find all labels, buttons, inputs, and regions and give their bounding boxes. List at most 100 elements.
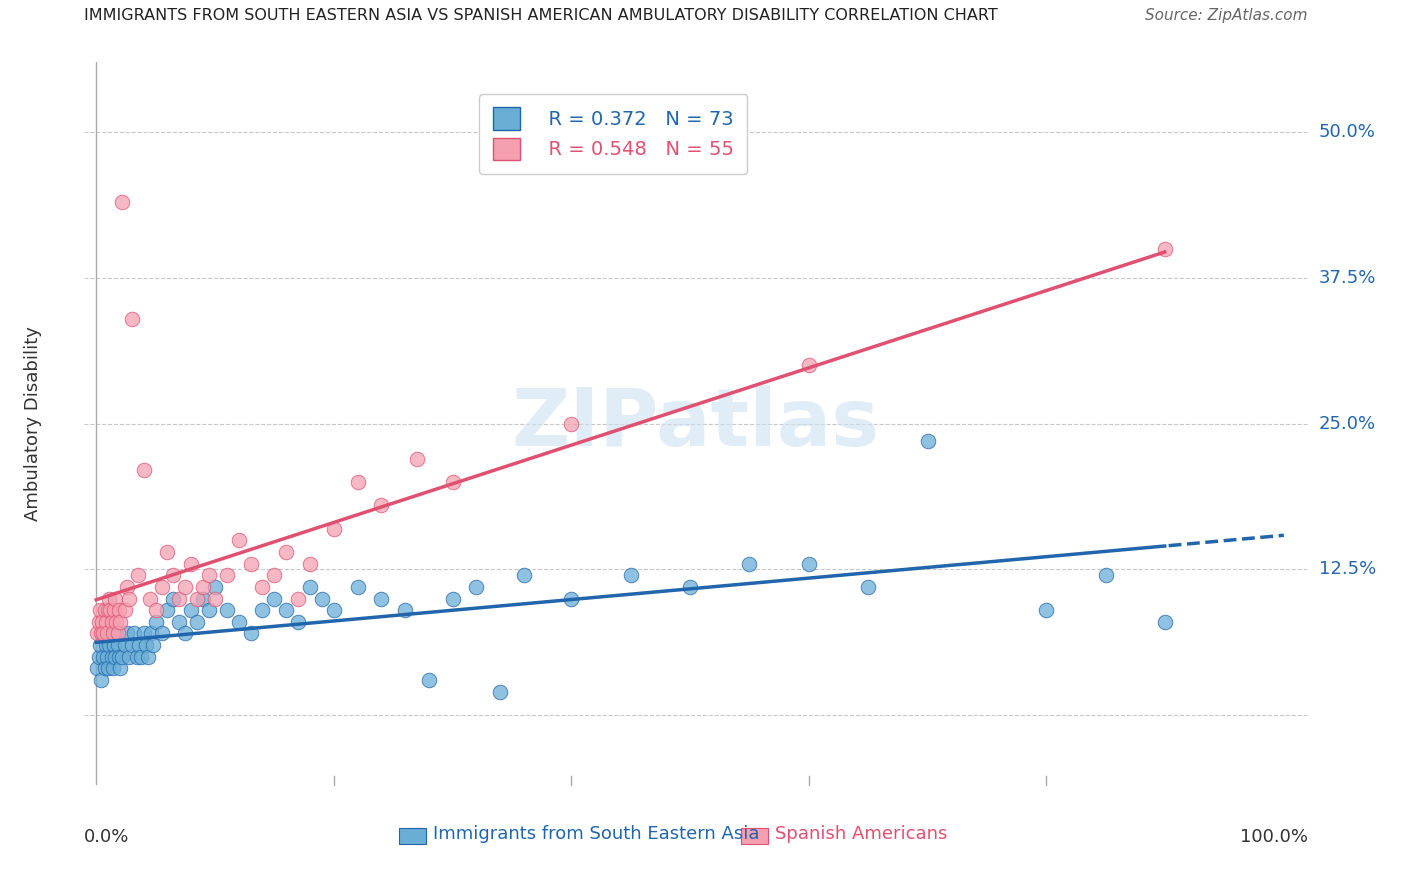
Point bbox=[263, 568, 285, 582]
Text: IMMIGRANTS FROM SOUTH EASTERN ASIA VS SPANISH AMERICAN AMBULATORY DISABILITY COR: IMMIGRANTS FROM SOUTH EASTERN ASIA VS SP… bbox=[84, 8, 998, 22]
Legend:   R = 0.372   N = 73,   R = 0.548   N = 55: R = 0.372 N = 73, R = 0.548 N = 55 bbox=[479, 94, 748, 174]
Point bbox=[1154, 242, 1177, 256]
Point bbox=[105, 626, 128, 640]
Text: 37.5%: 37.5% bbox=[1319, 269, 1376, 287]
Text: 0.0%: 0.0% bbox=[84, 829, 129, 847]
Point bbox=[90, 626, 112, 640]
Point bbox=[127, 568, 149, 582]
Point bbox=[121, 638, 143, 652]
Point bbox=[145, 603, 167, 617]
Point bbox=[103, 603, 125, 617]
Point bbox=[108, 661, 131, 675]
Point bbox=[191, 580, 214, 594]
Text: 12.5%: 12.5% bbox=[1319, 560, 1376, 578]
Point bbox=[114, 638, 136, 652]
Point bbox=[560, 591, 582, 606]
Point bbox=[131, 649, 153, 664]
Point bbox=[107, 649, 129, 664]
Point bbox=[198, 568, 221, 582]
Point bbox=[252, 580, 274, 594]
Point bbox=[215, 568, 238, 582]
Point bbox=[89, 603, 111, 617]
Point bbox=[560, 417, 582, 431]
Point bbox=[98, 638, 121, 652]
Point bbox=[94, 638, 117, 652]
Point bbox=[139, 626, 162, 640]
Text: Spanish Americans: Spanish Americans bbox=[776, 825, 948, 843]
Point bbox=[162, 591, 184, 606]
Point bbox=[145, 615, 167, 629]
Point bbox=[620, 568, 643, 582]
Point bbox=[97, 603, 120, 617]
Point bbox=[89, 638, 111, 652]
Point bbox=[101, 661, 124, 675]
Point bbox=[132, 626, 155, 640]
Point bbox=[91, 615, 114, 629]
Point bbox=[180, 557, 202, 571]
Point bbox=[118, 649, 141, 664]
Point bbox=[100, 649, 122, 664]
Point bbox=[156, 603, 179, 617]
Point bbox=[228, 615, 250, 629]
Text: 50.0%: 50.0% bbox=[1319, 123, 1375, 141]
Point bbox=[917, 434, 939, 449]
Point bbox=[98, 591, 121, 606]
Point bbox=[87, 649, 110, 664]
Point bbox=[87, 615, 110, 629]
Point bbox=[107, 638, 129, 652]
Point bbox=[132, 463, 155, 477]
Point bbox=[104, 649, 127, 664]
Point bbox=[111, 195, 134, 210]
Point bbox=[276, 603, 298, 617]
Point bbox=[174, 580, 197, 594]
Point bbox=[93, 603, 115, 617]
Point bbox=[298, 557, 321, 571]
Point bbox=[252, 603, 274, 617]
Point bbox=[1035, 603, 1057, 617]
Point bbox=[406, 451, 429, 466]
Point bbox=[738, 557, 761, 571]
Point bbox=[180, 603, 202, 617]
Point bbox=[298, 580, 321, 594]
Point bbox=[287, 615, 309, 629]
Point bbox=[370, 591, 392, 606]
Point bbox=[93, 649, 115, 664]
Point bbox=[1094, 568, 1116, 582]
Point bbox=[97, 661, 120, 675]
Point bbox=[198, 603, 221, 617]
Point bbox=[186, 591, 208, 606]
Point bbox=[513, 568, 536, 582]
Point bbox=[169, 591, 191, 606]
Point bbox=[90, 673, 112, 687]
Point bbox=[418, 673, 440, 687]
Point bbox=[93, 661, 115, 675]
Point bbox=[111, 649, 134, 664]
Point bbox=[121, 311, 143, 326]
Point bbox=[156, 545, 179, 559]
Point bbox=[115, 580, 138, 594]
Point bbox=[100, 615, 122, 629]
Text: Immigrants from South Eastern Asia: Immigrants from South Eastern Asia bbox=[433, 825, 759, 843]
Point bbox=[311, 591, 333, 606]
Point bbox=[100, 603, 122, 617]
Point bbox=[394, 603, 416, 617]
Point bbox=[322, 603, 344, 617]
Point bbox=[191, 591, 214, 606]
Point bbox=[441, 475, 464, 489]
Point bbox=[169, 615, 191, 629]
Point bbox=[118, 591, 141, 606]
Point bbox=[150, 580, 173, 594]
Point bbox=[86, 661, 108, 675]
Point bbox=[346, 475, 368, 489]
Point bbox=[370, 498, 392, 512]
Point bbox=[93, 626, 115, 640]
Point bbox=[96, 626, 118, 640]
Point bbox=[263, 591, 285, 606]
Point bbox=[441, 591, 464, 606]
Point bbox=[115, 626, 138, 640]
Text: Source: ZipAtlas.com: Source: ZipAtlas.com bbox=[1144, 8, 1308, 22]
Point bbox=[204, 580, 226, 594]
Point bbox=[101, 626, 124, 640]
Point bbox=[114, 603, 136, 617]
Point bbox=[228, 533, 250, 548]
